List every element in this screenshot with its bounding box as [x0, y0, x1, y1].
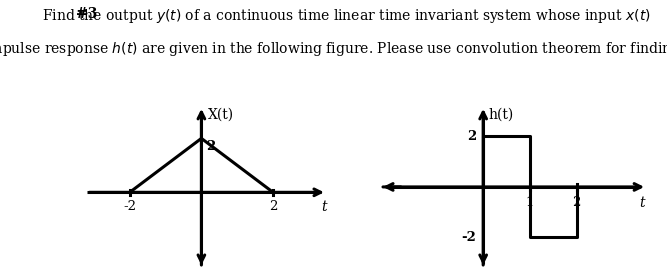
Text: 2: 2 [467, 130, 476, 143]
Text: X(t): X(t) [208, 107, 234, 121]
Text: h(t): h(t) [489, 107, 514, 121]
Text: 2: 2 [572, 196, 581, 209]
Text: Find the output $y(t)$ of a continuous time linear time invariant system whose i: Find the output $y(t)$ of a continuous t… [43, 7, 651, 25]
Text: -2: -2 [123, 200, 136, 213]
Text: 2: 2 [205, 140, 215, 153]
Text: t: t [321, 200, 327, 214]
Text: 1: 1 [526, 196, 534, 209]
Text: and impulse response $h(t)$ are given in the following figure. Please use convol: and impulse response $h(t)$ are given in… [0, 40, 667, 59]
Text: -2: -2 [462, 231, 476, 244]
Text: 2: 2 [269, 200, 277, 213]
Text: t: t [640, 196, 645, 210]
Text: #3: #3 [76, 7, 97, 21]
